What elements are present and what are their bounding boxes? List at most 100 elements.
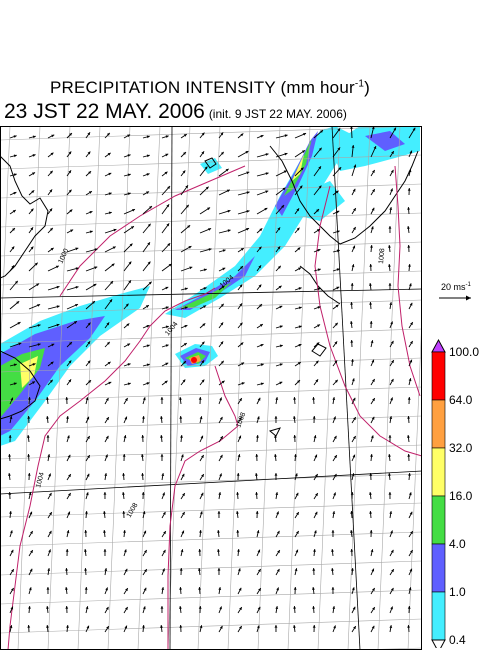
wind-arrow (66, 303, 79, 310)
wind-arrow (198, 605, 202, 614)
wind-arrow (179, 586, 183, 595)
wind-arrow (199, 492, 204, 500)
wind-arrow (237, 362, 245, 367)
wind-arrow (142, 241, 151, 253)
wind-arrow (408, 530, 414, 538)
wind-arrow (332, 341, 338, 348)
wind-arrow (180, 511, 186, 519)
wind-arrow (122, 510, 126, 519)
wind-arrow (389, 378, 394, 386)
wind-arrow (161, 492, 165, 500)
wind-arrow (180, 133, 188, 139)
wind-arrow (237, 606, 243, 614)
wind-arrow (237, 150, 249, 158)
wind-arrow (388, 434, 392, 443)
wind-arrow (28, 324, 41, 329)
wind-arrow (123, 549, 127, 557)
grid-line (347, 126, 371, 650)
colorbar-under-triangle (431, 639, 446, 648)
wind-arrow (66, 530, 70, 538)
wind-arrow (218, 473, 222, 481)
wind-arrow (47, 361, 54, 367)
wind-arrow (389, 530, 393, 538)
wind-arrow (85, 190, 93, 196)
wind-arrow (407, 415, 411, 424)
wind-arrow (351, 473, 355, 481)
wind-arrow (47, 549, 51, 557)
wind-arrow (9, 135, 17, 139)
wind-arrow (9, 209, 17, 215)
wind-arrow (312, 624, 316, 633)
isobar-1004-west (7, 325, 151, 650)
wind-arrow (85, 510, 88, 519)
wind-arrow (66, 229, 74, 234)
wind-arrow (85, 606, 89, 614)
wind-arrow (66, 454, 71, 462)
wind-arrow (351, 226, 357, 234)
wind-arrow (199, 379, 205, 386)
wind-arrow (66, 209, 73, 215)
wind-arrow (66, 492, 72, 500)
wind-arrow (275, 325, 283, 329)
wind-arrow (28, 549, 34, 557)
wind-arrow (407, 187, 411, 196)
wind-arrow (408, 150, 413, 158)
wind-arrow (28, 511, 33, 519)
wind-arrow (28, 304, 41, 310)
wind-arrow (199, 323, 206, 329)
colorbar-label: 100.0 (449, 345, 479, 359)
wind-arrow (27, 624, 31, 633)
wind-arrow (218, 189, 231, 196)
wind-arrow (141, 434, 145, 443)
wind-arrow (180, 434, 183, 443)
wind-arrow (369, 320, 373, 329)
wind-arrow (369, 282, 372, 291)
wind-arrow (218, 435, 224, 443)
wind-arrow (66, 341, 73, 348)
isobar-1008-east (394, 165, 421, 397)
wind-arrow (161, 185, 171, 196)
wind-arrow (275, 246, 281, 253)
wind-arrow (28, 190, 35, 196)
wind-arrow (408, 472, 411, 481)
wind-arrow (103, 548, 107, 557)
colorbar-label: 64.0 (449, 393, 473, 407)
colorbar-label: 0.4 (449, 633, 466, 647)
wind-arrow (331, 529, 335, 538)
wind-arrow (199, 228, 212, 234)
wind-arrow (332, 511, 336, 519)
wind-arrow (256, 549, 261, 557)
wind-arrow (389, 150, 395, 158)
wind-arrow (370, 359, 375, 367)
wind-arrow (370, 378, 376, 386)
wind-arrow (47, 305, 60, 310)
wind-arrow (293, 396, 297, 405)
island-1 (311, 343, 327, 357)
chart-title: PRECIPITATION INTENSITY (mm hour-1) (0, 78, 420, 98)
isobar-1008-central (314, 185, 422, 457)
wind-arrow (237, 227, 250, 234)
wind-arrow (275, 344, 283, 348)
wind-arrow (217, 548, 220, 557)
wind-arrow (161, 530, 167, 538)
wind-arrow (65, 548, 69, 557)
wind-arrow (256, 397, 261, 405)
wind-arrow (160, 624, 163, 633)
wind-arrow (85, 454, 91, 462)
wind-arrow (9, 549, 14, 557)
wind-arrow (370, 145, 377, 158)
wind-arrow (237, 210, 250, 215)
wind-arrow (218, 303, 225, 310)
wind-arrow (179, 605, 182, 614)
wind-arrow (313, 324, 321, 329)
wind-arrow (28, 154, 36, 158)
wind-arrow (123, 343, 131, 348)
wind-arrow (351, 378, 355, 386)
wind-arrow (237, 265, 244, 272)
wind-arrow (142, 205, 153, 215)
wind-arrow (47, 323, 60, 329)
wind-arrow (199, 625, 203, 633)
wind-arrow (103, 510, 106, 519)
wind-arrow (123, 587, 129, 595)
wind-arrow (312, 415, 316, 424)
